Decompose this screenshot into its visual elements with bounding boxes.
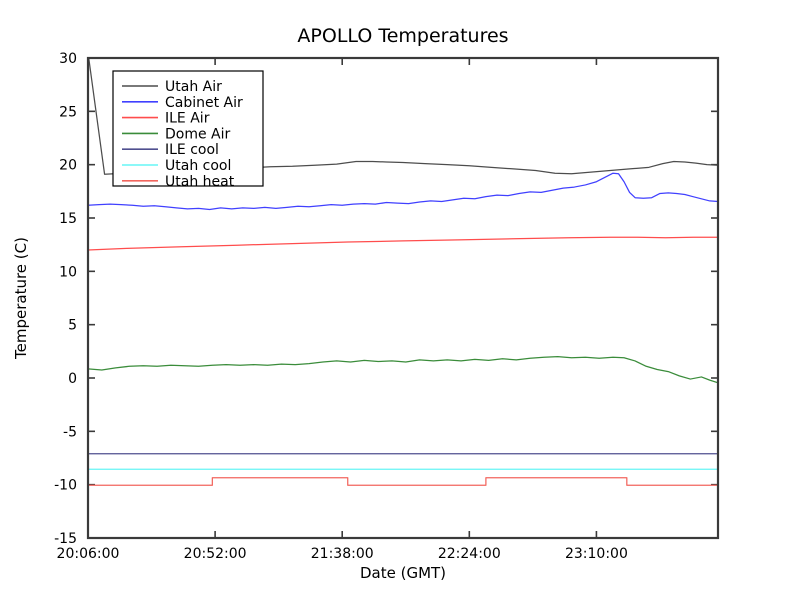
x-tick-label: 23:10:00 [565,546,628,562]
y-tick-label: 15 [59,211,77,227]
legend-label-dome-air[interactable]: Dome Air [165,126,231,142]
y-tick-label: 25 [59,104,77,120]
chart-title: APOLLO Temperatures [297,25,508,47]
x-axis-label: Date (GMT) [360,564,446,582]
y-tick-label: 0 [68,371,77,387]
series-line-ile-air [88,236,718,251]
x-tick-label: 20:06:00 [57,546,120,562]
legend-label-utah-cool[interactable]: Utah cool [165,158,231,174]
legend-label-utah-air[interactable]: Utah Air [165,79,222,95]
y-axis-label: Temperature (C) [12,237,30,360]
y-tick-label: 10 [59,264,77,280]
legend-label-ile-air[interactable]: ILE Air [165,111,210,127]
x-axis-ticks: 20:06:00 20:52:00 21:38:00 22:24:00 23:10:00 [57,58,628,562]
y-tick-label: 30 [59,51,77,67]
y-tick-label: -15 [54,531,77,547]
legend-label-utah-heat[interactable]: Utah heat [165,174,235,190]
y-tick-label: 20 [59,158,77,174]
legend-label-ile-cool[interactable]: ILE cool [165,142,219,158]
legend-label-cabinet-air[interactable]: Cabinet Air [165,95,243,111]
series-line-cabinet-air [88,172,718,211]
y-tick-label: -5 [63,424,77,440]
series-line-dome-air [88,356,718,384]
series-line-utah-heat [88,477,718,486]
plot-frame [86,56,720,540]
y-axis-ticks: -15 -10 -5 0 5 10 15 20 25 30 [54,51,718,547]
y-tick-label: 5 [68,318,77,334]
x-tick-label: 22:24:00 [438,546,501,562]
y-tick-label: -10 [54,478,77,494]
legend-box [112,70,264,187]
x-tick-label: 20:52:00 [184,546,247,562]
x-tick-label: 21:38:00 [311,546,374,562]
